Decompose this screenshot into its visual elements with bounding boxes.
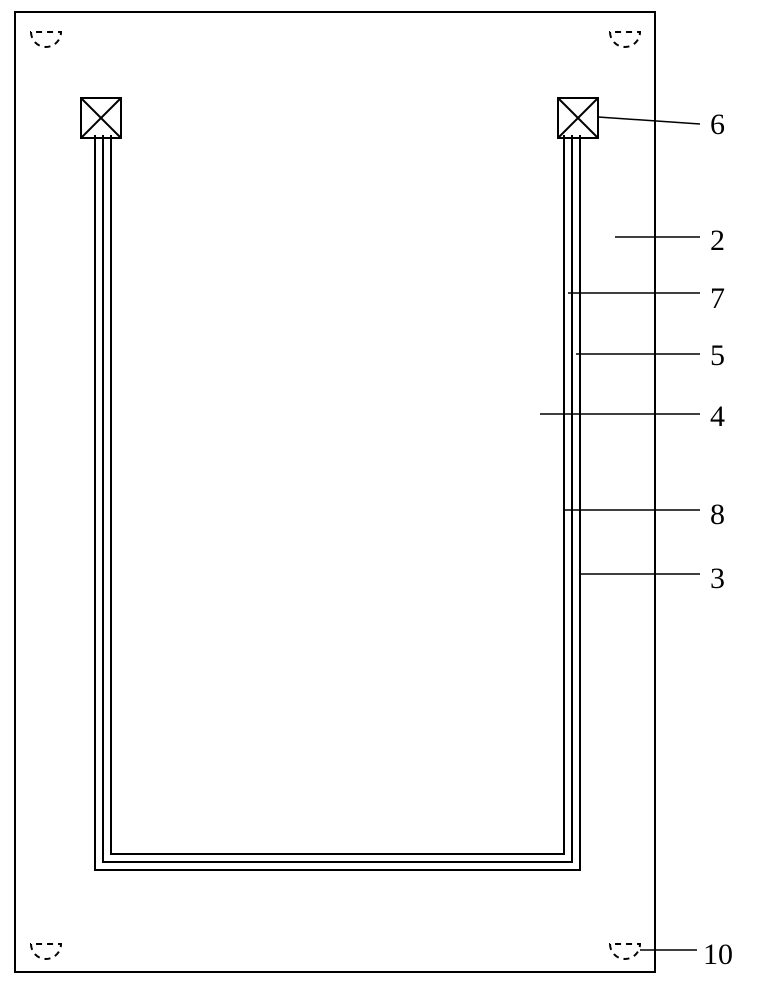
- label-text: 2: [710, 224, 725, 257]
- label-text: 10: [703, 938, 733, 971]
- u-mid: [103, 135, 572, 862]
- label-text: 6: [710, 108, 725, 141]
- label-text: 8: [710, 498, 725, 531]
- half-moon-icon: [610, 32, 640, 47]
- label-6: 6: [710, 108, 725, 142]
- label-2: 2: [710, 224, 725, 258]
- label-3: 3: [710, 562, 725, 596]
- half-moon-icon: [610, 944, 640, 959]
- label-5: 5: [710, 339, 725, 373]
- half-moons: [31, 32, 640, 959]
- label-4: 4: [710, 400, 725, 434]
- label-7: 7: [710, 282, 725, 316]
- half-moon-icon: [31, 32, 61, 47]
- label-8: 8: [710, 498, 725, 532]
- diagram-canvas: [0, 0, 765, 1000]
- leader-line: [598, 117, 700, 124]
- label-text: 5: [710, 339, 725, 372]
- square-left: [81, 98, 121, 138]
- diagram-svg: [0, 0, 765, 1000]
- label-text: 7: [710, 282, 725, 315]
- square-right: [558, 98, 598, 138]
- label-text: 4: [710, 400, 725, 433]
- u-outer: [95, 135, 580, 870]
- half-moon-icon: [31, 944, 61, 959]
- label-text: 3: [710, 562, 725, 595]
- label-10: 10: [703, 938, 733, 972]
- u-inner: [111, 135, 564, 854]
